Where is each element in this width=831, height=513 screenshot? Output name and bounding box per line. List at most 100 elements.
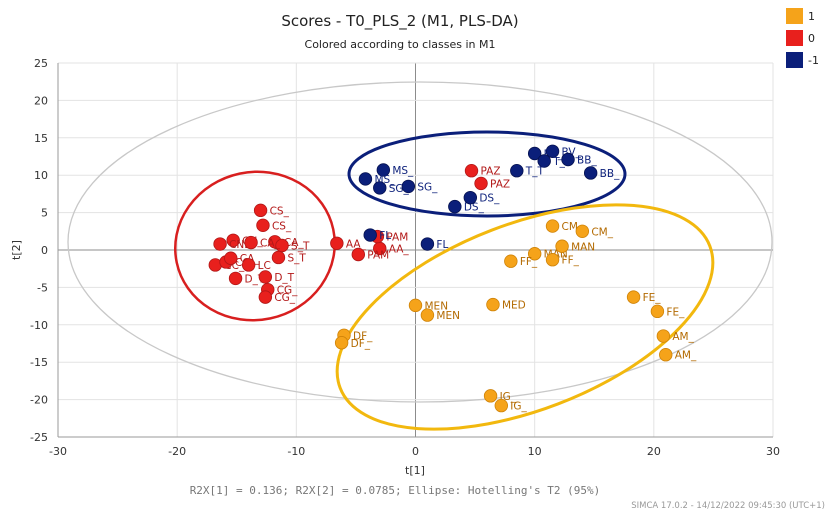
data-point	[527, 146, 542, 161]
data-point	[420, 308, 435, 322]
data-point	[330, 236, 344, 250]
x-axis-title: t[1]	[405, 464, 425, 477]
point-label: PAZ	[481, 166, 501, 178]
y-tick-label: 0	[41, 244, 48, 257]
point-label: CA_	[260, 238, 281, 250]
data-point	[583, 166, 598, 180]
x-tick-label: -30	[49, 445, 67, 458]
data-point	[659, 348, 673, 362]
data-point	[271, 250, 286, 265]
legend: 1 0 -1	[786, 8, 819, 68]
point-label: MED	[502, 300, 526, 312]
data-point	[358, 172, 373, 186]
y-tick-label: -10	[30, 319, 48, 332]
point-label: CG_	[274, 292, 295, 304]
point-label: LC	[258, 260, 271, 272]
point-label: BB_	[577, 154, 597, 166]
point-label: D_T	[274, 272, 294, 284]
data-point	[241, 258, 256, 272]
data-point	[213, 237, 227, 251]
point-label: SG_	[417, 181, 438, 193]
point-label: MEN	[436, 310, 460, 322]
y-tick-label: -5	[37, 281, 48, 294]
data-point	[401, 179, 416, 194]
data-point	[256, 218, 270, 233]
data-point	[363, 228, 377, 242]
point-label: DF_	[351, 338, 371, 350]
y-tick-label: 15	[34, 132, 48, 145]
data-point	[258, 290, 273, 304]
chart-title: Scores - T0_PLS_2 (M1, PLS-DA)	[281, 12, 518, 31]
data-point	[373, 181, 387, 195]
data-point	[420, 237, 435, 251]
point-label: CG_	[277, 285, 298, 297]
data-point	[408, 298, 423, 313]
data-points: CM_CM_MANMANFF_FF_FE_FE_AM_AM_MENMENMEDD…	[208, 144, 697, 413]
data-point	[474, 176, 488, 191]
data-point	[226, 233, 240, 247]
data-point	[224, 251, 238, 265]
y-tick-label: -15	[30, 356, 48, 369]
point-label: PAZ	[490, 178, 510, 190]
point-label: FF_	[520, 256, 538, 268]
legend-swatch	[786, 52, 803, 68]
chart-footer: R2X[1] = 0.136; R2X[2] = 0.0785; Ellipse…	[190, 484, 601, 497]
data-point	[334, 336, 349, 350]
point-label: DF_	[353, 330, 373, 342]
data-point	[253, 203, 268, 218]
x-tick-label: 10	[528, 445, 542, 458]
y-tick-label: -25	[30, 431, 48, 444]
data-point	[275, 238, 289, 253]
point-label: FF_	[562, 255, 580, 267]
class-0-ellipse	[174, 170, 336, 322]
grid-lines	[57, 62, 774, 438]
ellipses	[67, 81, 773, 431]
point-label: AM_	[672, 331, 694, 343]
data-point	[376, 163, 391, 177]
point-label: MAN	[571, 241, 595, 253]
data-point	[494, 398, 509, 413]
point-label: MS_	[392, 165, 414, 177]
y-tick-label: 20	[34, 94, 48, 107]
y-tick-label: -20	[30, 394, 48, 407]
data-point	[545, 219, 560, 233]
data-point	[527, 247, 542, 261]
point-label: PAM	[386, 232, 408, 244]
data-point	[464, 164, 479, 178]
point-label: FL	[379, 230, 391, 242]
point-label: IG_	[510, 401, 527, 413]
point-label: CS_	[272, 220, 292, 232]
point-label: CM_	[591, 226, 613, 238]
y-tick-label: 10	[34, 169, 48, 182]
x-tick-label: -10	[287, 445, 305, 458]
data-point	[258, 270, 273, 284]
data-point	[537, 154, 551, 168]
data-point	[510, 164, 524, 178]
point-label: PAM	[367, 249, 389, 261]
data-point	[483, 389, 498, 403]
axis-ticks: -30 -20 -10 0 10 20 30 -25 -20 -15 -10 -5 0 5 10 15 20 25	[30, 57, 780, 458]
point-label: FL	[436, 239, 448, 251]
data-point	[448, 199, 462, 214]
x-tick-label: -20	[168, 445, 186, 458]
hotelling-ellipse	[67, 81, 773, 403]
point-label: AA_	[346, 238, 367, 250]
data-point	[650, 304, 665, 319]
software-stamp: SIMCA 17.0.2 - 14/12/2022 09:45:30 (UTC+…	[631, 501, 825, 511]
data-point	[228, 271, 243, 286]
legend-swatch	[786, 8, 803, 24]
x-tick-label: 20	[647, 445, 661, 458]
point-label: CA_	[284, 237, 305, 249]
y-tick-label: 25	[34, 57, 48, 70]
point-label: FE_	[666, 306, 685, 318]
y-axis-title: t[2]	[10, 240, 23, 260]
data-point	[545, 253, 560, 267]
data-point	[351, 247, 366, 262]
class-1-ellipse	[335, 203, 715, 431]
chart-subtitle: Colored according to classes in M1	[305, 38, 496, 51]
x-tick-label: 0	[412, 445, 419, 458]
legend-label: 0	[808, 32, 815, 45]
x-tick-label: 30	[766, 445, 780, 458]
data-point	[486, 297, 500, 312]
